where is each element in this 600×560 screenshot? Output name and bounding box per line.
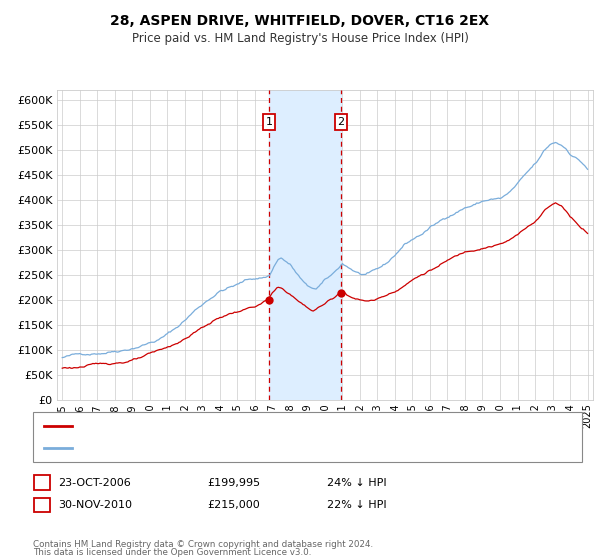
Text: This data is licensed under the Open Government Licence v3.0.: This data is licensed under the Open Gov… (33, 548, 311, 557)
Text: 23-OCT-2006: 23-OCT-2006 (58, 478, 131, 488)
Text: 1: 1 (266, 117, 272, 127)
Text: £215,000: £215,000 (207, 500, 260, 510)
Text: 22% ↓ HPI: 22% ↓ HPI (327, 500, 386, 510)
Text: HPI: Average price, detached house, Dover: HPI: Average price, detached house, Dove… (79, 443, 304, 453)
Text: £199,995: £199,995 (207, 478, 260, 488)
Text: 1: 1 (38, 478, 46, 488)
Bar (269, 90, 341, 400)
Text: 2: 2 (38, 500, 46, 510)
Text: 24% ↓ HPI: 24% ↓ HPI (327, 478, 386, 488)
Text: 2: 2 (337, 117, 344, 127)
Text: Price paid vs. HM Land Registry's House Price Index (HPI): Price paid vs. HM Land Registry's House … (131, 32, 469, 45)
Text: Contains HM Land Registry data © Crown copyright and database right 2024.: Contains HM Land Registry data © Crown c… (33, 540, 373, 549)
Text: 28, ASPEN DRIVE, WHITFIELD, DOVER, CT16 2EX: 28, ASPEN DRIVE, WHITFIELD, DOVER, CT16 … (110, 14, 490, 28)
Text: 30-NOV-2010: 30-NOV-2010 (58, 500, 132, 510)
Text: 28, ASPEN DRIVE, WHITFIELD, DOVER, CT16 2EX (detached house): 28, ASPEN DRIVE, WHITFIELD, DOVER, CT16 … (79, 421, 427, 431)
